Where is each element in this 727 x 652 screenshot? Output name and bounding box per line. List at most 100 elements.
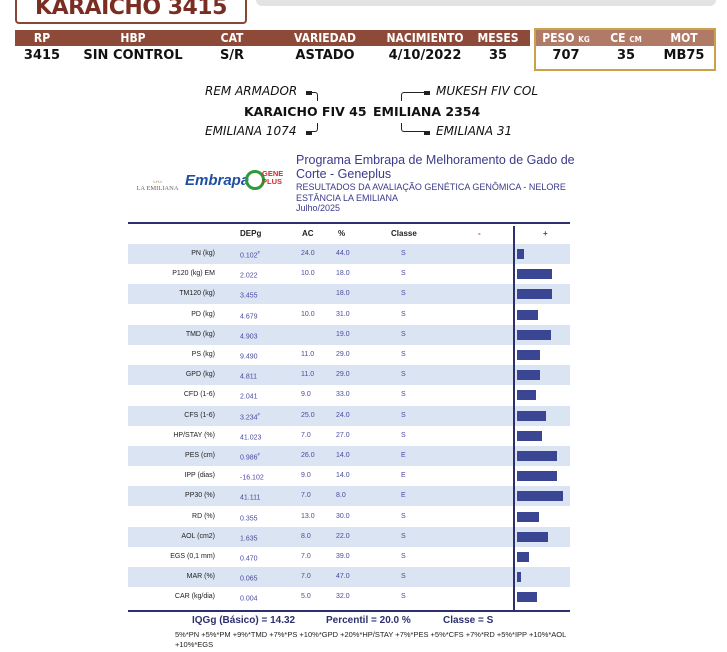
percentile-bar [517, 451, 557, 461]
value-hbp: SIN CONTROL [83, 48, 183, 63]
dam-sire: MUKESH FIV COL [436, 84, 539, 98]
dam-dam: EMILIANA 31 [436, 124, 513, 138]
iqg-value: IQGg (Básico) = 14.32 [192, 615, 296, 626]
pct-value: 14.0 [336, 472, 350, 480]
dep-value: 1.635 [240, 535, 258, 543]
table-top-rule [128, 222, 570, 224]
header-peso: PESO KG [542, 31, 590, 45]
header-rp: RP [33, 31, 51, 45]
measures-values: 707 35 MB75 [536, 48, 714, 66]
animal-name: KARAICHO 3415 [15, 0, 247, 24]
trait-name: PN (kg) [191, 250, 215, 257]
connector [401, 123, 424, 132]
col-plus: + [543, 229, 548, 238]
table-row: AOL (cm2) 1.635 8.0 22.0 S [128, 526, 570, 547]
table-row: PD (kg) 4.679 10.0 31.0 S [128, 305, 570, 325]
info-header: RP HBP CAT VARIEDAD NACIMIENTO MESES [15, 30, 530, 46]
header-mot: MOT [670, 31, 698, 45]
trait-name: AOL (cm2) [181, 532, 215, 540]
pct-value: 27.0 [336, 431, 350, 439]
value-nacimiento: 4/10/2022 [388, 48, 462, 63]
ac-value: 25.0 [301, 411, 315, 419]
la-emiliana-logo: ᴗᴗ LA EMILIANA [136, 175, 179, 192]
trait-name: HP/STAY (%) [173, 431, 215, 439]
classe-value: S [401, 431, 406, 439]
ac-value: 11.0 [301, 371, 315, 379]
pct-value: 18.0 [336, 270, 350, 278]
pct-value: 18.0 [336, 290, 350, 298]
pct-value: 8.0 [336, 492, 346, 500]
pct-value: 30.0 [336, 512, 350, 520]
percentile-bar [517, 269, 553, 280]
trait-name: MAR (%) [186, 573, 215, 581]
table-row: CAR (kg/dia) 0.004 5.0 32.0 S [128, 587, 570, 607]
ac-value: 7.0 [301, 492, 311, 500]
trait-name: IPP (dias) [184, 472, 215, 480]
table-row: TM120 (kg) 3.455 18.0 S [128, 284, 570, 305]
table-row: HP/STAY (%) 41.023 7.0 27.0 S [128, 426, 570, 446]
header-variedad: VARIEDAD [294, 31, 356, 45]
measures-header: PESO KG CE CM MOT [536, 30, 714, 46]
connector [306, 91, 312, 95]
trait-name: CFD (1-6) [183, 391, 215, 399]
table-row: PES (cm) 0.986F 26.0 14.0 E [128, 446, 570, 466]
value-peso: 707 [552, 48, 580, 63]
pct-value: 39.0 [336, 553, 350, 560]
sire: KARAICHO FIV 45 [244, 104, 367, 119]
classe-value: E [401, 492, 406, 500]
info-values: 3415 SIN CONTROL S/R ASTADO 4/10/2022 35 [15, 48, 530, 66]
pct-value: 24.0 [336, 411, 350, 419]
ac-value: 9.0 [301, 472, 311, 480]
percentile-bar [517, 350, 541, 360]
pct-value: 29.0 [336, 371, 350, 379]
ac-value: 24.0 [301, 250, 315, 257]
table-row: IPP (dias) -16.102 9.0 14.0 E [128, 466, 570, 486]
trait-name: RD (%) [192, 512, 215, 520]
value-variedad: ASTADO [295, 48, 355, 63]
table-row: PS (kg) 9.490 11.0 29.0 S [128, 345, 570, 365]
report-line2: ESTÂNCIA LA EMILIANA [296, 192, 399, 203]
header-nacimiento: NACIMIENTO [386, 31, 464, 45]
col-minus: - [478, 229, 481, 238]
trait-name: PS (kg) [191, 351, 215, 358]
connector [401, 92, 424, 101]
pct-value: 31.0 [336, 310, 350, 318]
table-row: P120 (kg) EM 2.022 10.0 18.0 S [128, 264, 570, 284]
classe-value: S [401, 512, 406, 520]
col-dep: DEPg [240, 229, 262, 238]
trait-name: PP30 (%) [185, 492, 215, 500]
pct-value: 44.0 [336, 250, 350, 257]
table-row: TMD (kg) 4.903 19.0 S [128, 324, 570, 345]
ac-value: 13.0 [301, 512, 315, 520]
trait-name: PES (cm) [185, 452, 215, 459]
percentile-bar [517, 329, 552, 340]
trait-name: P120 (kg) EM [172, 270, 215, 278]
connector [424, 91, 430, 95]
ac-value: 7.0 [301, 553, 311, 560]
zero-axis [513, 226, 515, 610]
dep-value: 4.811 [240, 373, 257, 381]
percentile-bar [517, 370, 541, 381]
ac-value: 9.0 [301, 391, 311, 399]
table-row: EGS (0,1 mm) 0.470 7.0 39.0 S [128, 547, 570, 567]
value-rp: 3415 [23, 48, 61, 63]
dam: EMILIANA 2354 [373, 104, 481, 119]
pct-value: 14.0 [336, 452, 350, 459]
col-pct: % [338, 229, 346, 238]
col-classe: Classe [391, 229, 417, 238]
ac-value: 10.0 [301, 310, 315, 318]
ac-value: 5.0 [301, 593, 311, 601]
classe-value: S [401, 270, 406, 278]
classe-value: S [401, 371, 406, 379]
classe-value: S [401, 391, 406, 399]
percentile-bar [517, 289, 553, 300]
pct-value: 33.0 [336, 391, 350, 399]
trait-name: TM120 (kg) [179, 290, 215, 298]
pct-value: 22.0 [336, 532, 350, 540]
pct-value: 19.0 [336, 330, 350, 338]
dep-value: 0.065 [240, 575, 258, 583]
table-row: PP30 (%) 41.111 7.0 8.0 E [128, 486, 570, 507]
table-bottom-rule [128, 610, 570, 612]
percentil-value: Percentil = 20.0 % [326, 615, 411, 626]
percentile-bar [517, 249, 524, 259]
